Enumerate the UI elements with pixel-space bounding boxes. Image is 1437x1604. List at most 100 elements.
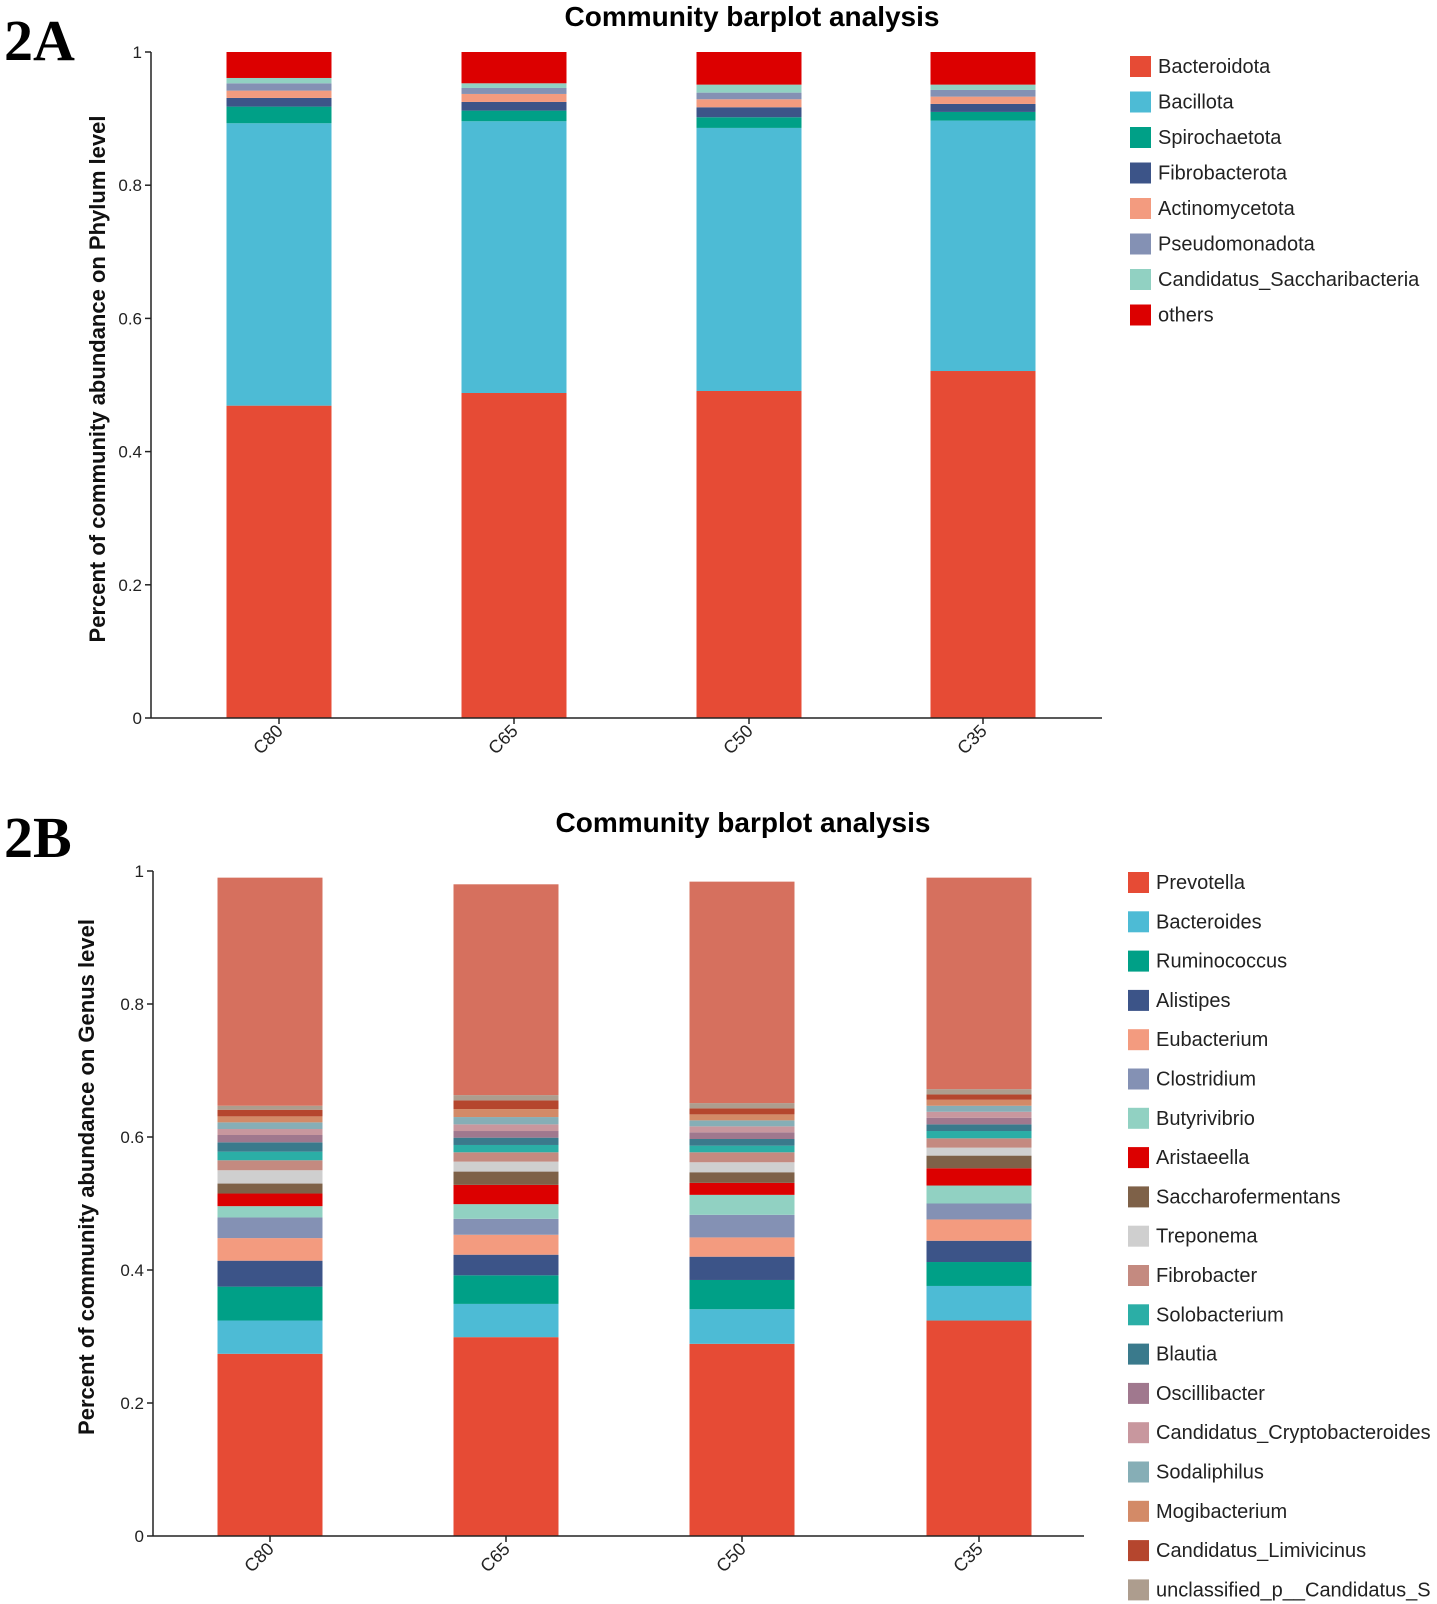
bar-segment-b-c35-prevotella: [926, 1320, 1032, 1536]
bar-segment-b-c50-solobacterium: [689, 1145, 795, 1153]
bar-segment-a-c80-actinomycetota: [226, 90, 332, 98]
bar-segment-b-c65-oscillibacter: [453, 1131, 559, 1138]
legend-label-b-6: Butyrivibrio: [1156, 1108, 1255, 1130]
bar-segment-b-c65-alistipes: [453, 1254, 559, 1276]
bar-segment-a-c50-actinomycetota: [696, 99, 802, 108]
legend-swatch-a-1: [1130, 91, 1151, 113]
bar-segment-b-c80-prevotella: [217, 1353, 323, 1536]
y-tick-label-b-4: 0.8: [120, 995, 144, 1014]
bar-segment-b-c50-unclassified-p-candidatus-s: [689, 1103, 795, 1109]
y-tick-label-a-4: 0.8: [118, 176, 142, 195]
bar-segment-b-c65-saccharofermentans: [453, 1171, 559, 1185]
bar-segment-b-c50-mogibacterium: [689, 1114, 795, 1121]
legend-label-b-4: Eubacterium: [1156, 1029, 1268, 1051]
bar-segment-b-c50-clostridium: [689, 1214, 795, 1238]
bar-segment-b-c80-saccharofermentans: [217, 1183, 323, 1194]
y-tick-label-a-5: 1: [133, 43, 142, 62]
bar-segment-b-c50-butyrivibrio: [689, 1194, 795, 1215]
bar-segment-b-c80-aristaeella: [217, 1193, 323, 1207]
bar-segment-b-c50-bacteroides: [689, 1309, 795, 1344]
legend-swatch-b-6: [1128, 1107, 1149, 1129]
bar-segment-a-c65-candidatus-saccharibacteria: [461, 83, 567, 88]
bar-segment-b-c50-eubacterium: [689, 1237, 795, 1257]
legend-label-a-4: Actinomycetota: [1158, 198, 1296, 220]
bar-segment-a-c35-others: [930, 52, 1036, 85]
bar-segment-a-c80-fibrobacterota: [226, 97, 332, 107]
bar-segment-b-c50-ruminococcus: [689, 1279, 795, 1310]
bar-segment-b-c65-unclassified-p-candidatus-s: [453, 1095, 559, 1101]
bar-segment-b-c35-blautia: [926, 1124, 1032, 1132]
legend-label-a-2: Spirochaetota: [1158, 127, 1282, 149]
bar-segment-a-c50-spirochaetota: [696, 117, 802, 128]
bar-segment-b-c65-eubacterium: [453, 1234, 559, 1255]
bar-segment-b-c65-sodaliphilus: [453, 1117, 559, 1125]
legend-swatch-b-15: [1128, 1461, 1149, 1483]
bar-segment-b-c50-treponema: [689, 1162, 795, 1173]
bar-segment-a-c35-actinomycetota: [930, 96, 1036, 104]
bar-segment-b-c80-alistipes: [217, 1260, 323, 1287]
legend-label-a-1: Bacillota: [1158, 92, 1234, 114]
legend-swatch-a-3: [1130, 162, 1151, 184]
bar-segment-a-c35-bacillota: [930, 120, 1036, 372]
legend-label-a-3: Fibrobacterota: [1158, 163, 1288, 185]
bar-segment-b-c80-candidatus-limivicinus: [217, 1109, 323, 1117]
bar-segment-b-c50-prevotella: [689, 1343, 795, 1536]
bar-segment-a-c65-spirochaetota: [461, 110, 567, 122]
legend-label-a-6: Candidatus_Saccharibacteria: [1158, 269, 1420, 291]
bar-segment-b-c35-candidatus-cryptobacteroides: [926, 1111, 1032, 1118]
bar-segment-b-c65-fibrobacter: [453, 1152, 559, 1162]
bar-segment-b-c65-bacteroides: [453, 1303, 559, 1338]
bar-segment-b-c80-treponema: [217, 1170, 323, 1184]
bar-segment-b-c35-oscillibacter: [926, 1117, 1032, 1125]
bar-segment-b-c35-alistipes: [926, 1240, 1032, 1263]
legend-swatch-b-17: [1128, 1540, 1149, 1562]
legend-swatch-b-4: [1128, 1029, 1149, 1051]
legend-label-b-17: Candidatus_Limivicinus: [1156, 1540, 1366, 1562]
legend-swatch-b-18: [1128, 1579, 1149, 1601]
panel-label-a: 2A: [4, 8, 75, 73]
bar-segment-b-c35-eubacterium: [926, 1219, 1032, 1241]
bar-segment-b-c50-alistipes: [689, 1256, 795, 1280]
bar-segment-a-c80-others: [226, 52, 332, 78]
bar-segment-b-c50-saccharofermentans: [689, 1172, 795, 1183]
bar-segment-b-c80-ruminococcus: [217, 1286, 323, 1321]
bar-segment-a-c35-fibrobacterota: [930, 103, 1036, 112]
bar-segment-a-c65-actinomycetota: [461, 93, 567, 102]
bar-segment-b-c35-saccharofermentans: [926, 1155, 1032, 1169]
bar-segment-a-c80-pseudomonadota: [226, 83, 332, 91]
bar-segment-b-c50-oscillibacter: [689, 1132, 795, 1139]
bar-segment-a-c35-spirochaetota: [930, 111, 1036, 121]
bar-segment-b-c65-solobacterium: [453, 1144, 559, 1153]
bar-segment-b-c65-ruminococcus: [453, 1275, 559, 1304]
bar-segment-b-c35-ruminococcus: [926, 1262, 1032, 1286]
bar-segment-a-c50-bacteroidota: [696, 390, 802, 718]
y-axis-label-b: Percent of community abundance on Genus …: [74, 919, 99, 1435]
bar-segment-b-c80-eubacterium: [217, 1238, 323, 1261]
legend-label-b-12: Blautia: [1156, 1344, 1218, 1366]
bar-segment-b-c80-unclassified-p-candidatus-s: [217, 1105, 323, 1110]
legend-swatch-a-2: [1130, 127, 1151, 148]
legend-swatch-b-10: [1128, 1265, 1149, 1286]
legend-swatch-b-5: [1128, 1068, 1149, 1090]
chart-title-a: Community barplot analysis: [565, 1, 940, 32]
bar-segment-b-c35-bacteroides: [926, 1285, 1032, 1321]
bar-segment-b-c80-oscillibacter: [217, 1135, 323, 1143]
legend-swatch-b-12: [1128, 1343, 1149, 1365]
bar-segment-a-c35-bacteroidota: [930, 371, 1036, 718]
legend-label-b-1: Bacteroides: [1156, 911, 1262, 933]
legend-swatch-b-16: [1128, 1500, 1149, 1522]
bar-segment-b-c80-butyrivibrio: [217, 1206, 323, 1218]
legend-swatch-a-0: [1130, 56, 1151, 77]
bar-segment-b-c65-others: [453, 884, 559, 1096]
legend-swatch-b-11: [1128, 1304, 1149, 1326]
bar-segment-b-c80-fibrobacter: [217, 1160, 323, 1171]
legend-swatch-b-2: [1128, 950, 1149, 972]
bar-segment-b-c50-others: [689, 881, 795, 1104]
bar-segment-a-c50-others: [696, 52, 802, 85]
bar-segment-b-c65-candidatus-limivicinus: [453, 1100, 559, 1110]
legend-swatch-b-1: [1128, 911, 1149, 933]
bar-segment-b-c65-blautia: [453, 1137, 559, 1145]
